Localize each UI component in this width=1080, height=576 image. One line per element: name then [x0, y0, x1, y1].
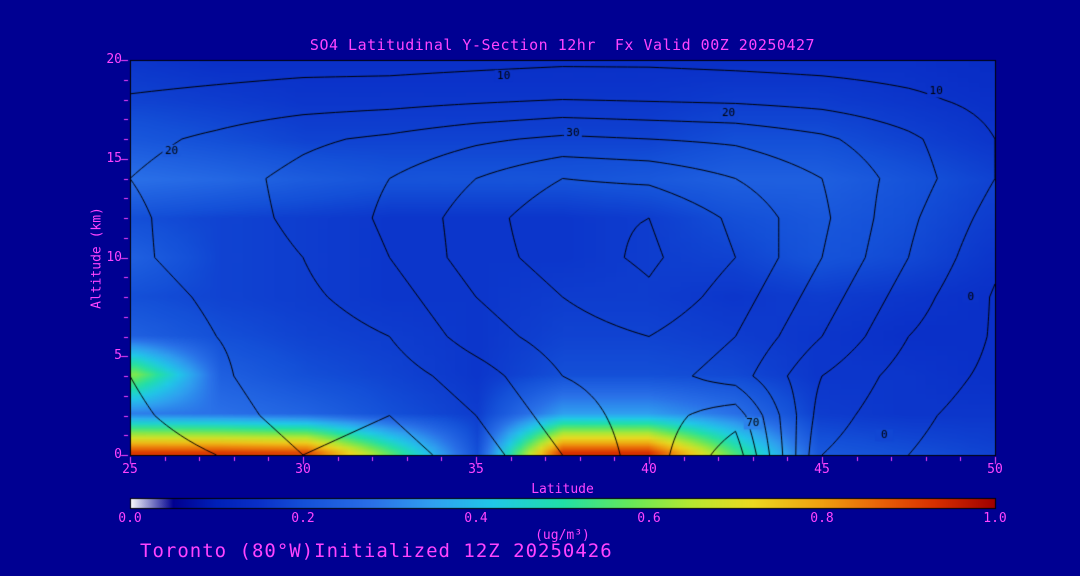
x-tick-label: 50	[987, 462, 1003, 477]
y-tick-label: 15	[106, 150, 122, 166]
y-tick-label: 10	[106, 249, 122, 265]
x-tick-label: 30	[295, 462, 311, 477]
footer-text: Toronto (80°W)Initialized 12Z 20250426	[140, 540, 613, 562]
colorbar-tick-label: 0.0	[118, 511, 142, 526]
x-tick-label: 35	[468, 462, 484, 477]
colorbar-units: (ug/m³)	[535, 528, 590, 543]
x-axis-label: Latitude	[531, 482, 594, 497]
colorbar-tick-label: 0.6	[637, 511, 661, 526]
colorbar-tick-label: 1.0	[983, 511, 1007, 526]
x-tick-label: 25	[122, 462, 138, 477]
colorbar-tick-label: 0.8	[810, 511, 834, 526]
y-tick-label: 5	[114, 348, 122, 364]
colorbar-tick-label: 0.4	[464, 511, 488, 526]
y-tick-label: 0	[114, 447, 122, 462]
chart-title: SO4 Latitudinal Y-Section 12hr Fx Valid …	[309, 36, 816, 54]
x-tick-label: 45	[814, 462, 830, 477]
colorbar-tick-label: 0.2	[291, 511, 315, 526]
y-tick-label: 20	[106, 52, 122, 67]
x-tick-label: 40	[641, 462, 657, 477]
